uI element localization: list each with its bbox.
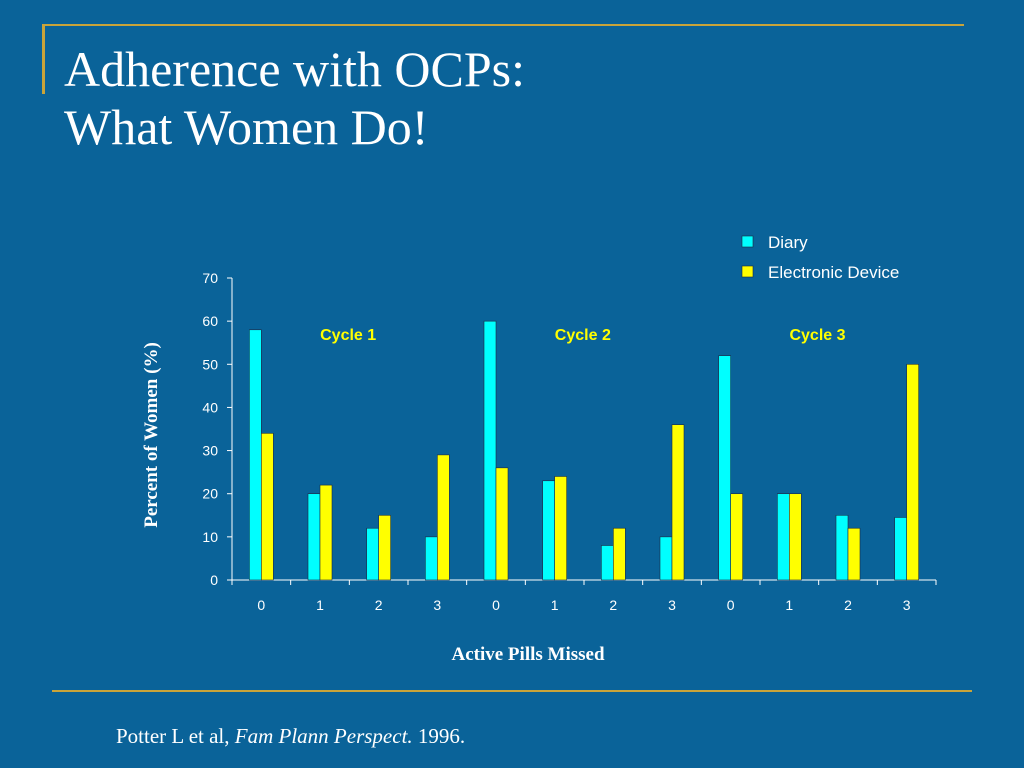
y-tick-label: 50 [202,356,218,372]
chart-annotations: Cycle 1 Cycle 2 Cycle 3 [320,327,845,344]
x-tick-label: 2 [844,597,852,613]
x-tick-label: 1 [551,597,559,613]
y-tick-label: 40 [202,399,218,415]
x-tick-label: 1 [785,597,793,613]
x-tick-label: 3 [433,597,441,613]
bar-electronic-device [847,527,861,581]
bar-diary [601,545,614,581]
bar-electronic-device [437,454,450,581]
cycle-annotation: Cycle 2 [555,327,611,344]
bar-electronic-device [613,527,626,581]
y-tick-label: 0 [210,572,218,588]
bar-electronic-device [671,424,685,581]
y-tick-label: 70 [202,270,218,286]
x-tick-label: 0 [257,597,265,613]
bar-diary [835,514,849,581]
chart-legend: Diary Electronic Device [741,233,899,282]
chart-bars [249,320,919,581]
legend-label: Electronic Device [768,263,899,282]
legend-swatch [741,265,754,278]
bar-electronic-device [554,476,567,581]
bar-diary [894,517,907,581]
x-tick-label: 3 [903,597,911,613]
chart-axes [231,278,936,581]
bar-diary [425,536,438,581]
x-axis-label: Active Pills Missed [451,644,604,665]
bar-electronic-device [495,467,509,581]
bar-electronic-device [378,514,391,581]
y-tick-label: 20 [202,486,218,502]
citation-authors: Potter L et al, [116,724,230,748]
bar-diary [483,320,497,581]
x-tick-label: 2 [609,597,617,613]
bar-diary [366,527,379,581]
y-axis-label: Percent of Women (%) [141,342,162,528]
citation-year: 1996. [417,724,466,748]
x-tick-label: 0 [492,597,500,613]
y-tick-label: 30 [202,443,218,459]
citation: Potter L et al, Fam Plann Perspect. 1996… [116,724,465,749]
title-line-1: Adherence with OCPs: [64,41,526,97]
x-tick-label: 3 [668,597,676,613]
y-tick-label: 60 [202,313,218,329]
bar-electronic-device [730,493,743,581]
legend-swatch [741,235,754,248]
left-rule [42,24,45,94]
bar-electronic-device [319,484,333,581]
bar-diary [249,329,262,581]
bar-diary [718,355,731,581]
bar-electronic-device [261,433,274,581]
x-tick-label: 0 [727,597,735,613]
top-rule [42,24,964,26]
cycle-annotation: Cycle 1 [320,327,376,344]
cycle-annotation: Cycle 3 [789,327,845,344]
bar-diary [777,493,790,581]
bar-electronic-device [789,493,802,581]
bottom-rule [52,690,972,692]
citation-journal: Fam Plann Perspect. [234,724,413,748]
y-tick-label: 10 [202,529,218,545]
bar-diary [659,536,673,581]
bar-electronic-device [906,363,919,581]
title-line-2: What Women Do! [64,99,429,155]
bar-diary [307,493,321,581]
slide-title: Adherence with OCPs: What Women Do! [64,40,525,156]
legend-label: Diary [768,233,808,252]
x-tick-label: 2 [375,597,383,613]
x-tick-label: 1 [316,597,324,613]
bar-diary [542,480,555,581]
